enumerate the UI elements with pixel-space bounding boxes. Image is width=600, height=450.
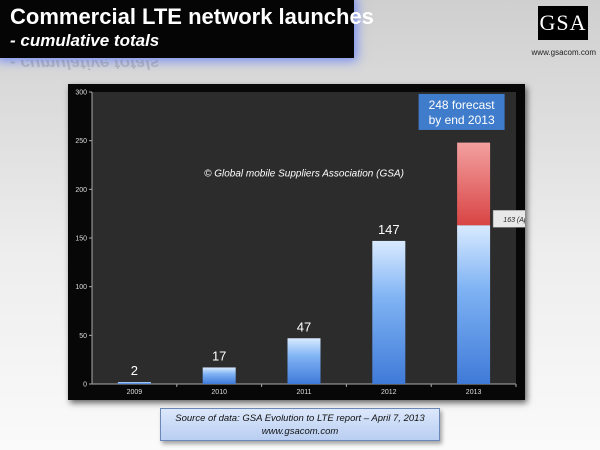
source-line-1: Source of data: GSA Evolution to LTE rep…	[175, 413, 425, 424]
gsa-logo: GSA	[538, 6, 588, 40]
bar-chart: 0 50 100 150 200 250 300 2009 2010 2011 2012 2013 ©…	[75, 90, 525, 396]
chart-panel: 0 50 100 150 200 250 300 2009 2010 2011 2012 2013 ©…	[68, 84, 525, 400]
plot-area	[92, 92, 516, 384]
bar-2013	[457, 225, 491, 384]
bar-2009	[117, 382, 151, 384]
source-note: Source of data: GSA Evolution to LTE rep…	[160, 408, 440, 441]
y-tick-label: 50	[79, 333, 87, 340]
subtitle-reflection: - cumulative totals	[10, 60, 160, 73]
bar-2011	[287, 338, 321, 384]
x-tick-label: 2013	[466, 389, 482, 396]
y-tick-label: 150	[75, 236, 87, 243]
bar-2010	[202, 367, 236, 384]
forecast-callout-line-1: 248 forecast	[429, 98, 496, 112]
chart-title: Commercial LTE network launches	[10, 4, 374, 29]
title-banner: Commercial LTE network launches - cumula…	[0, 0, 374, 58]
actual-value-callout-label: 163 (April 7, 2013)	[503, 217, 525, 224]
forecast-callout-line-2: by end 2013	[429, 113, 495, 127]
forecast-callout-box	[418, 93, 505, 130]
y-tick-label: 100	[75, 284, 87, 291]
y-tick-label: 300	[75, 90, 87, 97]
data-label-2011: 47	[297, 319, 311, 334]
chart-subtitle: - cumulative totals	[10, 31, 160, 50]
x-tick-label: 2012	[381, 389, 397, 396]
copyright-annotation: © Global mobile Suppliers Association (G…	[204, 169, 404, 180]
forecast-bar-segment	[457, 142, 491, 226]
bar-2012	[372, 240, 406, 384]
data-label-2009: 2	[131, 363, 138, 378]
y-tick-label: 0	[83, 382, 87, 389]
data-label-2010: 17	[212, 348, 226, 363]
y-tick-label: 200	[75, 187, 87, 194]
x-tick-label: 2010	[211, 389, 227, 396]
source-line-2: www.gsacom.com	[261, 426, 339, 437]
x-tick-label: 2011	[296, 389, 311, 396]
x-tick-label: 2009	[127, 389, 143, 396]
data-label-2012: 147	[378, 222, 400, 237]
website-label: www.gsacom.com	[531, 48, 596, 57]
y-tick-label: 250	[75, 138, 87, 145]
actual-value-callout-box	[492, 210, 525, 228]
